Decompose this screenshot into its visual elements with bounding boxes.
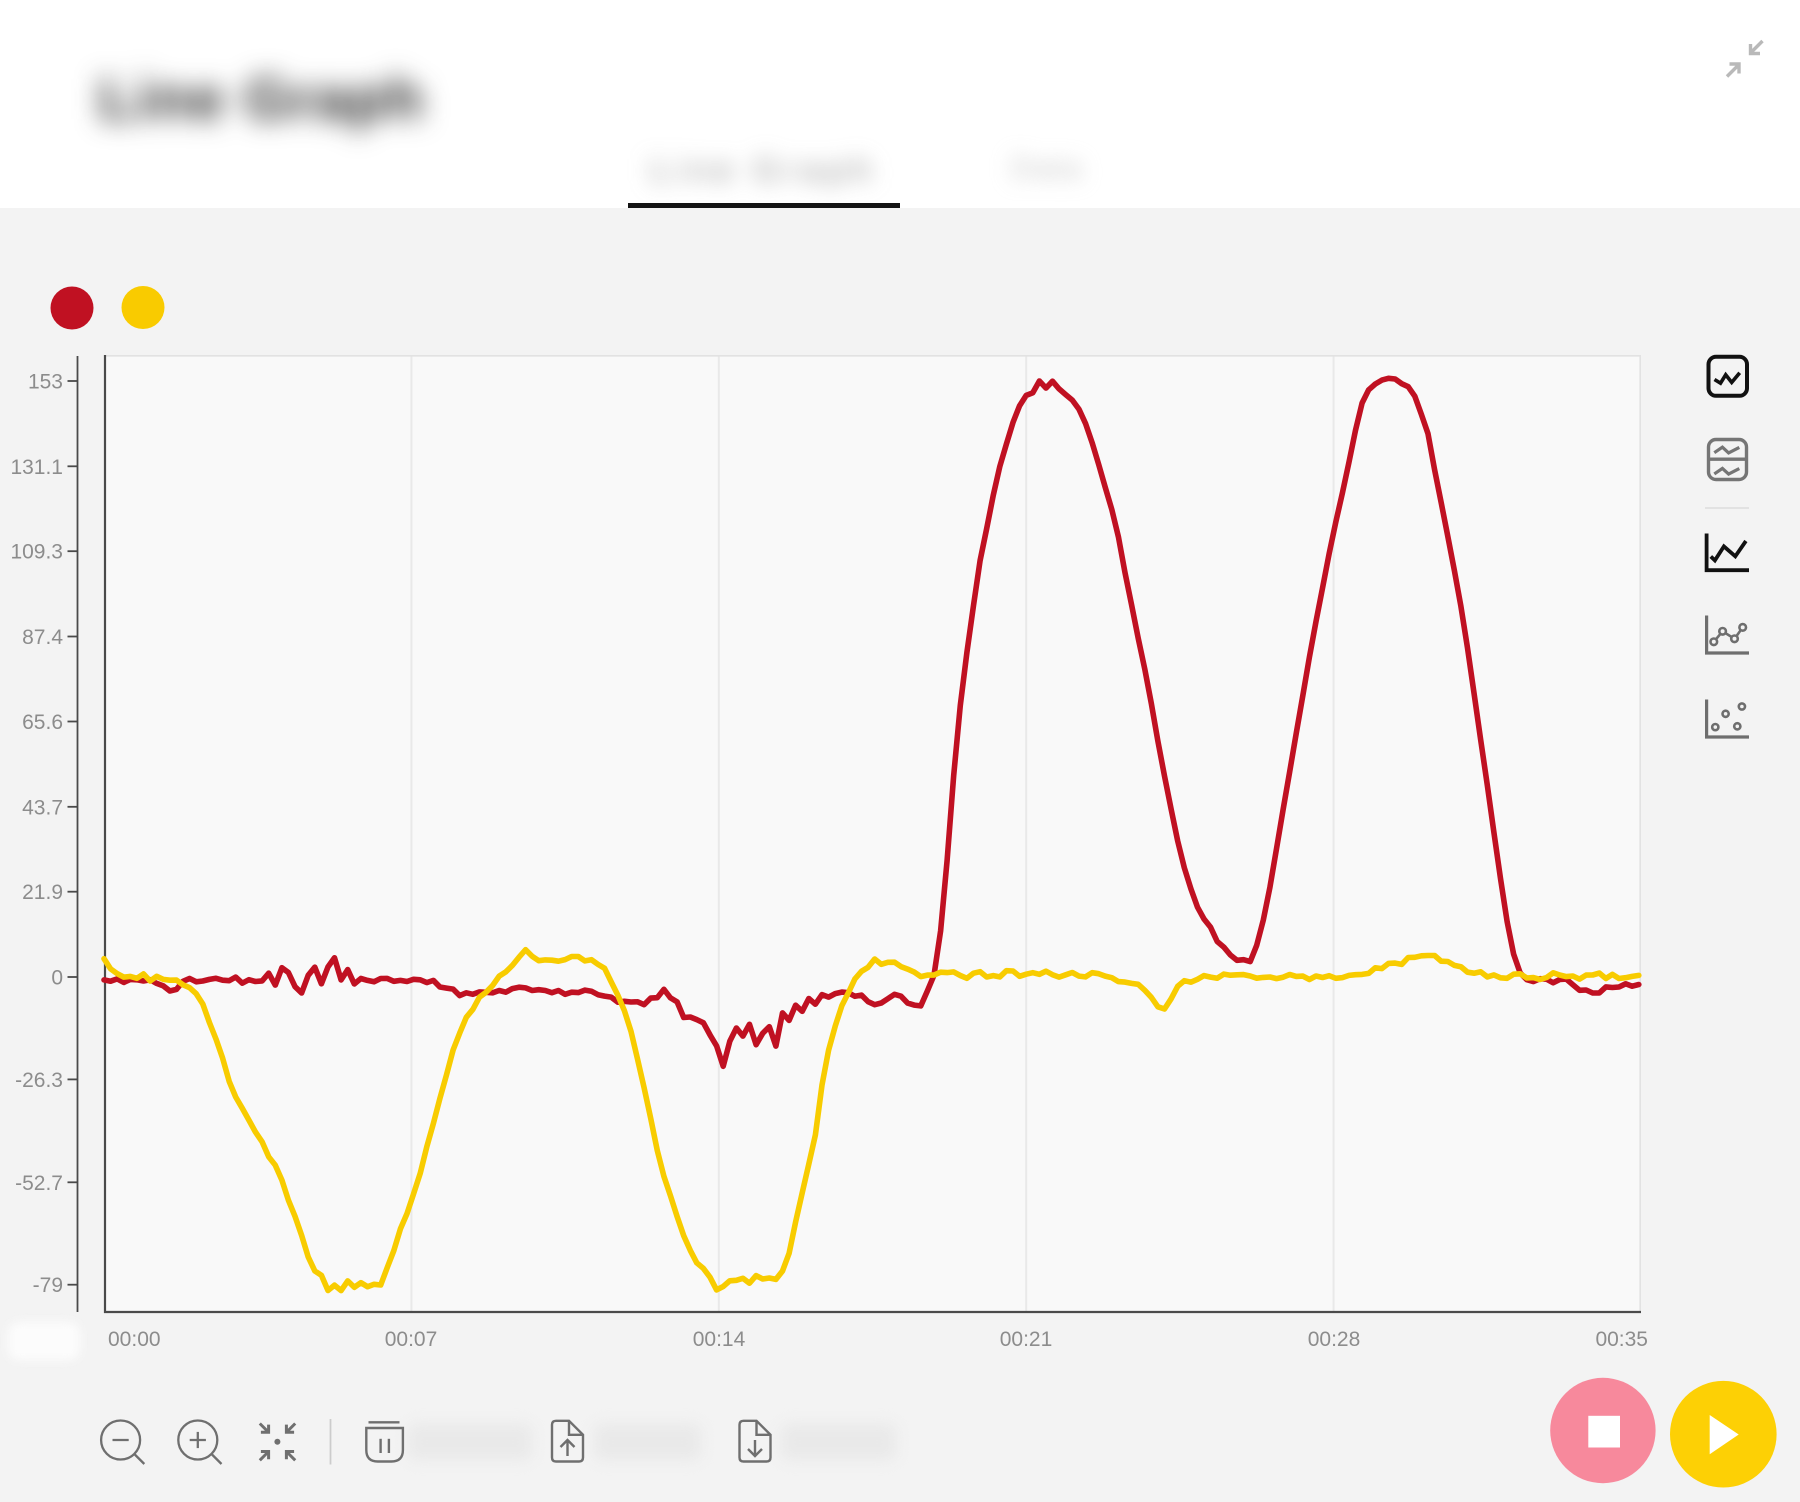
svg-text:00:28: 00:28 (1308, 1328, 1361, 1351)
svg-text:-52.7: -52.7 (15, 1172, 63, 1195)
svg-text:00:35: 00:35 (1595, 1328, 1648, 1351)
svg-text:65.6: 65.6 (22, 711, 63, 734)
svg-text:87.4: 87.4 (22, 626, 63, 649)
svg-text:00:21: 00:21 (1000, 1328, 1053, 1351)
svg-text:-26.3: -26.3 (15, 1069, 63, 1092)
svg-text:00:00: 00:00 (108, 1328, 161, 1351)
svg-text:00:07: 00:07 (385, 1328, 438, 1351)
svg-text:153: 153 (28, 371, 63, 394)
svg-text:-79: -79 (33, 1274, 63, 1297)
svg-text:43.7: 43.7 (22, 796, 63, 819)
svg-text:0: 0 (51, 967, 63, 990)
svg-text:109.3: 109.3 (10, 541, 63, 564)
svg-text:131.1: 131.1 (10, 456, 63, 479)
svg-text:21.9: 21.9 (22, 881, 63, 904)
svg-text:00:14: 00:14 (693, 1328, 746, 1351)
